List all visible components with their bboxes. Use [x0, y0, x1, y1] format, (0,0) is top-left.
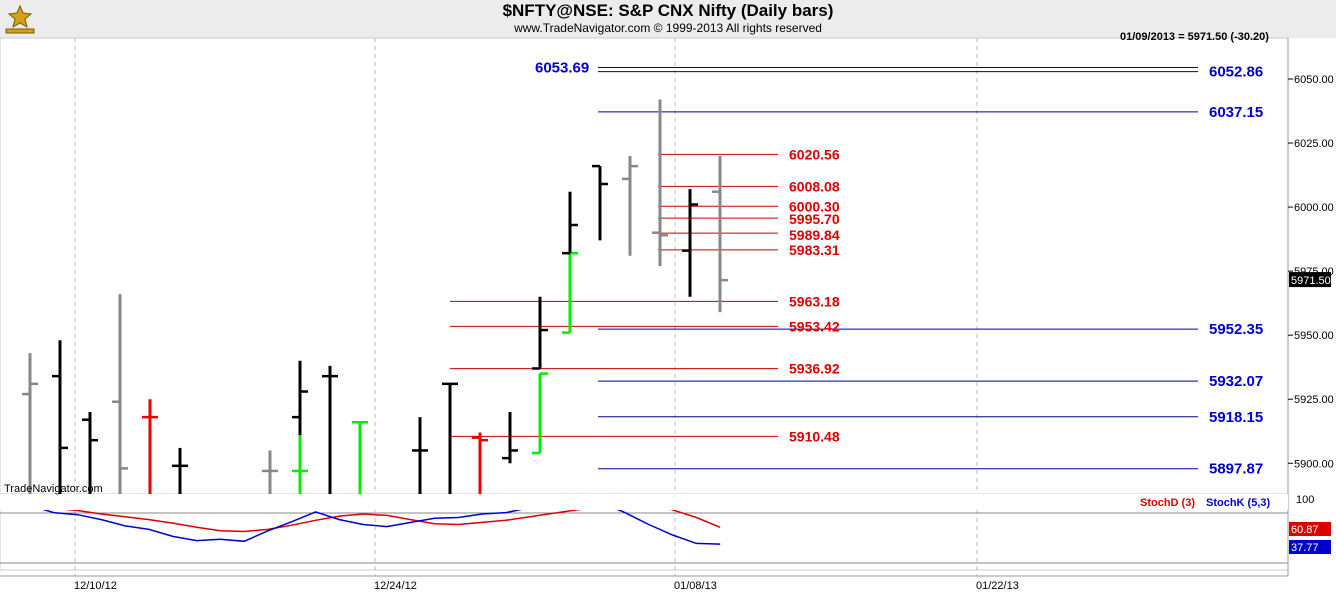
- chart-title: $NFTY@NSE: S&P CNX Nifty (Daily bars): [502, 1, 834, 20]
- resistance-label: 6053.69: [535, 60, 589, 77]
- support-label: 5910.48: [789, 428, 840, 444]
- resistance-label: 5918.15: [1209, 409, 1263, 426]
- support-label: 5936.92: [789, 361, 840, 377]
- resistance-label: 5932.07: [1209, 373, 1263, 390]
- stoch-k-value-marker: [1289, 540, 1331, 554]
- resistance-label: 5897.87: [1209, 461, 1263, 478]
- chart-header: [0, 0, 1336, 38]
- stoch-d-value: 60.87: [1291, 524, 1319, 536]
- x-tick-label: 12/24/12: [374, 580, 417, 592]
- price-panel-frame: [0, 37, 1289, 495]
- price-levels: 6053.69 6052.86 6037.15 5952.35 5932.07 5918.…: [450, 60, 1263, 478]
- y-tick-label: 5900.00: [1294, 458, 1334, 470]
- stoch-k-value: 37.77: [1291, 542, 1319, 554]
- stoch-d-legend: StochD (3): [1140, 497, 1195, 509]
- y-tick-label: 6025.00: [1294, 138, 1334, 150]
- x-tick-label: 01/08/13: [674, 580, 717, 592]
- x-tick-label: 01/22/13: [976, 580, 1019, 592]
- ohlc-bars: [22, 99, 728, 494]
- support-label: 6020.56: [789, 146, 840, 162]
- support-label: 6008.08: [789, 178, 840, 194]
- copyright-text: www.TradeNavigator.com © 1999-2013 All r…: [514, 21, 822, 35]
- support-label: 5963.18: [789, 293, 840, 309]
- x-tick-label: 12/10/12: [74, 580, 117, 592]
- last-quote-label: 01/09/2013 = 5971.50 (-30.20): [1120, 31, 1269, 43]
- support-label: 5953.42: [789, 318, 840, 334]
- y-tick-label: 5950.00: [1294, 330, 1334, 342]
- support-label: 5989.84: [789, 227, 840, 243]
- support-label: 5995.70: [789, 211, 840, 227]
- y-tick-label: 5925.00: [1294, 394, 1334, 406]
- resistance-label: 5952.35: [1209, 321, 1263, 338]
- stoch-d-value-marker: [1289, 522, 1331, 536]
- support-label: 5983.31: [789, 242, 840, 258]
- support-label: 6000.30: [789, 198, 840, 214]
- stochastic-panel: 60.87 37.77: [0, 500, 1331, 564]
- y-tick-label: 6050.00: [1294, 74, 1334, 86]
- current-price-label: 5971.50: [1291, 275, 1331, 287]
- stoch-y-tick-100: 100: [1296, 494, 1314, 506]
- resistance-label: 6037.15: [1209, 104, 1263, 121]
- trade-navigator-logo-icon: [5, 4, 35, 34]
- watermark-text: TradeNavigator.com: [4, 483, 103, 495]
- y-tick-label: 6000.00: [1294, 202, 1334, 214]
- current-price-marker: [1289, 272, 1331, 288]
- resistance-label: 6052.86: [1209, 64, 1263, 81]
- axes: 12/10/12 12/24/12 01/08/13 01/22/13 5900.00 5…: [0, 38, 1334, 592]
- stoch-k-legend: StochK (5,3): [1206, 497, 1271, 509]
